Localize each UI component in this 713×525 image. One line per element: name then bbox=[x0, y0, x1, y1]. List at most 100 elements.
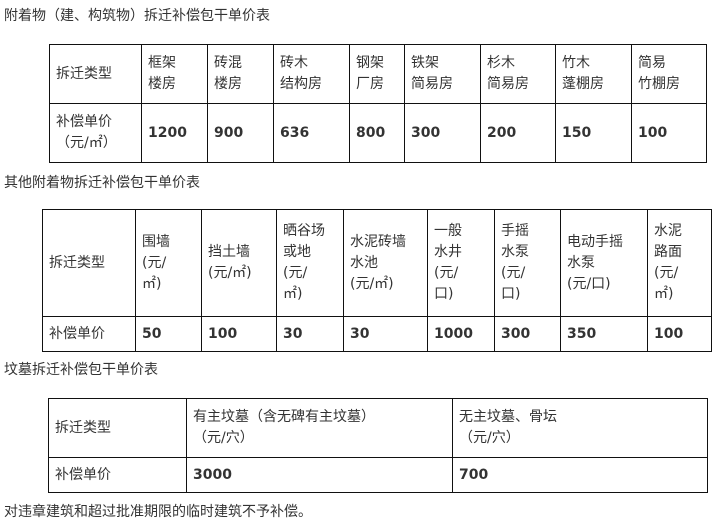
type-text: (元/ bbox=[501, 265, 526, 281]
row-label-price: 补偿单价 bbox=[42, 316, 136, 352]
row-label-type: 拆迁类型 bbox=[48, 398, 187, 458]
type-cell: 手摇 水泵 (元/口) bbox=[494, 209, 561, 317]
type-cell: 有主坟墓（含无碑有主坟墓） （元/穴） bbox=[186, 398, 453, 458]
type-cell: 砖木 结构房 bbox=[273, 44, 350, 104]
type-cell: 围墙 (元/ ㎡) bbox=[135, 209, 202, 317]
price-cell: 200 bbox=[480, 103, 556, 163]
type-text: (元/ bbox=[142, 254, 167, 271]
type-cell: 挡土墙 (元/㎡) bbox=[201, 209, 277, 317]
price-cell: 300 bbox=[404, 103, 481, 163]
type-text: (元/ bbox=[434, 265, 459, 281]
type-text: 铁架 bbox=[411, 55, 439, 71]
type-text: 简易房 bbox=[411, 76, 453, 92]
type-cell: 杉木 简易房 bbox=[480, 44, 556, 104]
price-cell: 3000 bbox=[186, 457, 453, 493]
row-label-price: 补偿单价 （元/㎡） bbox=[49, 103, 142, 163]
table-row-type: 拆迁类型 框架 楼房 砖混 楼房 砖木 结构房 钢架 厂房 铁架 简易房 杉木 简易房 竹木 蓬棚房 简易 竹棚… bbox=[49, 44, 707, 104]
type-text: 楼房 bbox=[148, 76, 176, 92]
type-text: (元/ bbox=[654, 265, 679, 281]
table-other-compensation: 拆迁类型 围墙 (元/㎡) 挡土墙 (元/㎡) 晒谷场 或地 (元/㎡) 水泥砖墙 水池 (元/㎡)… bbox=[42, 209, 712, 352]
type-text: 晒谷场 bbox=[283, 223, 325, 239]
table-row-price: 补偿单价 50 100 30 30 1000 300 350 100 bbox=[42, 316, 712, 352]
type-text: 杉木 bbox=[487, 55, 515, 71]
type-text: 电动手摇 bbox=[567, 233, 623, 250]
price-cell: 30 bbox=[343, 316, 428, 352]
table-building-compensation: 拆迁类型 框架 楼房 砖混 楼房 砖木 结构房 钢架 厂房 铁架 简易房 杉木 简易房 竹木 蓬棚房 简易 竹棚… bbox=[49, 44, 707, 163]
type-text: ㎡) bbox=[283, 286, 303, 302]
type-text: 路面 bbox=[654, 244, 682, 260]
row-label-type: 拆迁类型 bbox=[49, 44, 142, 104]
type-text: 或地 bbox=[283, 244, 311, 260]
type-text: 砖木 bbox=[280, 55, 308, 71]
price-cell: 300 bbox=[494, 316, 561, 352]
type-text: 竹木 bbox=[562, 55, 590, 71]
type-text: 简易房 bbox=[487, 76, 529, 92]
table2-title: 其他附着物拆迁补偿包干单价表 bbox=[4, 175, 200, 191]
type-cell: 一般水井 (元/口) bbox=[427, 209, 495, 317]
price-cell: 100 bbox=[647, 316, 712, 352]
price-cell: 50 bbox=[135, 316, 202, 352]
type-text: 有主坟墓（含无碑有主坟墓） bbox=[193, 409, 375, 425]
type-cell: 砖混 楼房 bbox=[207, 44, 274, 104]
price-cell: 1200 bbox=[141, 103, 208, 163]
type-text: 挡土墙 bbox=[208, 244, 250, 260]
table-row-price: 补偿单价 3000 700 bbox=[48, 457, 708, 493]
price-cell: 350 bbox=[560, 316, 648, 352]
type-cell: 晒谷场或地 (元/ ㎡) bbox=[276, 209, 344, 317]
type-text: 框架 bbox=[148, 55, 176, 71]
type-text: 竹棚房 bbox=[638, 76, 680, 92]
price-cell: 100 bbox=[201, 316, 277, 352]
type-text: 厂房 bbox=[356, 76, 384, 92]
table1-title: 附着物（建、构筑物）拆迁补偿包干单价表 bbox=[4, 8, 270, 24]
type-text: ㎡) bbox=[654, 286, 674, 302]
price-cell: 900 bbox=[207, 103, 274, 163]
type-cell: 水泥路面 (元/ ㎡) bbox=[647, 209, 712, 317]
table-row-type: 拆迁类型 有主坟墓（含无碑有主坟墓） （元/穴） 无主坟墓、骨坛 （元/穴） bbox=[48, 398, 708, 458]
price-cell: 1000 bbox=[427, 316, 495, 352]
type-text: ㎡) bbox=[142, 275, 162, 292]
type-text: 手摇 bbox=[501, 223, 529, 239]
type-text: 楼房 bbox=[214, 76, 242, 92]
table3-title: 坟墓拆迁补偿包干单价表 bbox=[4, 362, 158, 378]
type-text: 水井 bbox=[434, 244, 462, 260]
type-text: 口) bbox=[434, 286, 454, 302]
table-row-price: 补偿单价 （元/㎡） 1200 900 636 800 300 200 150 100 bbox=[49, 103, 707, 163]
type-text: (元/㎡) bbox=[350, 275, 394, 292]
type-text: (元/㎡) bbox=[208, 265, 252, 281]
type-text: 蓬棚房 bbox=[562, 76, 604, 92]
price-cell: 100 bbox=[631, 103, 707, 163]
row-label-price: 补偿单价 bbox=[48, 457, 187, 493]
price-cell: 636 bbox=[273, 103, 350, 163]
price-cell: 150 bbox=[555, 103, 632, 163]
type-text: 水泵 bbox=[567, 254, 595, 271]
type-text: （元/穴） bbox=[193, 430, 254, 446]
table-row-type: 拆迁类型 围墙 (元/㎡) 挡土墙 (元/㎡) 晒谷场 或地 (元/㎡) 水泥砖墙 水池 (元/㎡)… bbox=[42, 209, 712, 317]
type-cell: 电动手摇水泵 (元/口) bbox=[560, 209, 648, 317]
type-text: 水泥砖墙 bbox=[350, 233, 406, 250]
type-cell: 竹木 蓬棚房 bbox=[555, 44, 632, 104]
type-text: 无主坟墓、骨坛 bbox=[459, 409, 557, 425]
price-cell: 800 bbox=[349, 103, 405, 163]
price-cell: 700 bbox=[452, 457, 708, 493]
type-cell: 铁架 简易房 bbox=[404, 44, 481, 104]
type-cell: 简易 竹棚房 bbox=[631, 44, 707, 104]
type-cell: 钢架 厂房 bbox=[349, 44, 405, 104]
type-text: 砖混 bbox=[214, 55, 242, 71]
type-text: (元/ bbox=[283, 265, 308, 281]
table-grave-compensation: 拆迁类型 有主坟墓（含无碑有主坟墓） （元/穴） 无主坟墓、骨坛 （元/穴） 补偿单价 3… bbox=[48, 398, 708, 493]
type-text: 水泥 bbox=[654, 223, 682, 239]
footer-note: 对违章建筑和超过批准期限的临时建筑不予补偿。 bbox=[4, 504, 312, 520]
type-text: 围墙 bbox=[142, 233, 170, 250]
row-label-type: 拆迁类型 bbox=[42, 209, 136, 317]
type-text: 口) bbox=[501, 286, 521, 302]
type-cell: 框架 楼房 bbox=[141, 44, 208, 104]
type-cell: 水泥砖墙水池 (元/㎡) bbox=[343, 209, 428, 317]
type-text: 简易 bbox=[638, 55, 666, 71]
type-text: 水池 bbox=[350, 254, 378, 271]
type-text: 一般 bbox=[434, 223, 462, 239]
type-text: （元/穴） bbox=[459, 430, 520, 446]
type-text: 结构房 bbox=[280, 76, 322, 92]
price-cell: 30 bbox=[276, 316, 344, 352]
type-cell: 无主坟墓、骨坛 （元/穴） bbox=[452, 398, 708, 458]
type-text: (元/口) bbox=[567, 275, 611, 292]
